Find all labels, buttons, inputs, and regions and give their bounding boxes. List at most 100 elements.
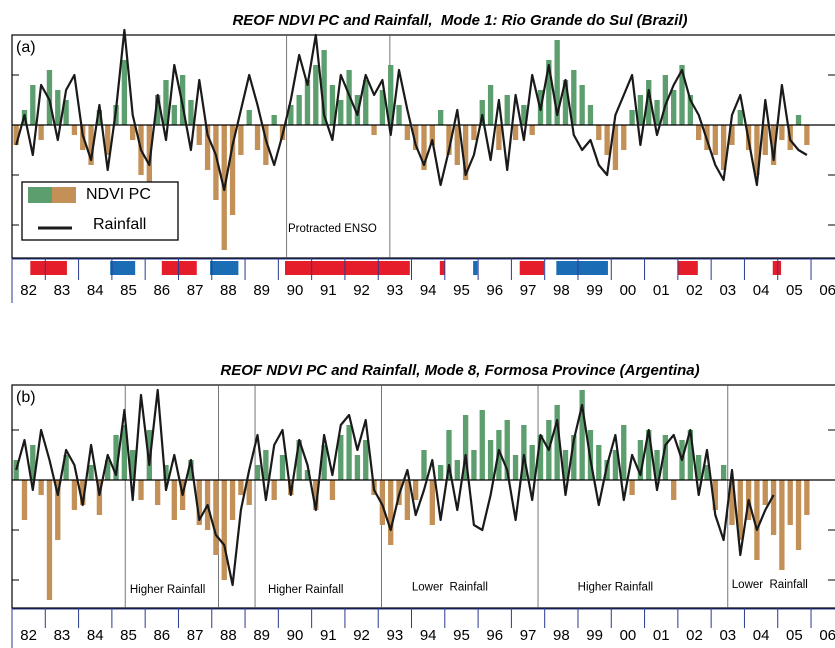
bar [263, 125, 269, 165]
bar [487, 440, 494, 480]
bar [188, 100, 194, 125]
bar [196, 125, 202, 145]
bar [604, 125, 610, 155]
bar [654, 100, 660, 125]
x-tick-label: 00 [620, 627, 637, 644]
bar [679, 65, 685, 125]
bar [13, 125, 19, 145]
bar [537, 435, 544, 480]
bar [521, 425, 527, 480]
bar [712, 480, 718, 510]
bar [696, 125, 702, 140]
x-tick-label: 85 [120, 282, 137, 299]
bar [271, 480, 277, 500]
bar [171, 105, 177, 125]
bar [529, 125, 535, 135]
x-tick-label: 90 [287, 627, 304, 644]
x-tick-label: 84 [87, 627, 104, 644]
x-tick-label: 98 [553, 282, 570, 299]
legend-swatch [28, 187, 52, 203]
annotation: Higher Rainfall [578, 582, 653, 594]
enso-event [30, 261, 67, 275]
bar [304, 470, 311, 480]
bar [504, 95, 510, 125]
bar [46, 70, 53, 125]
bar [579, 390, 585, 480]
bar [313, 65, 319, 125]
bar [263, 450, 269, 480]
bar [346, 425, 352, 480]
bar [437, 110, 444, 125]
x-tick-label: 89 [253, 282, 270, 299]
bar [30, 445, 36, 480]
x-tick-label: 02 [686, 282, 703, 299]
bar [554, 40, 560, 125]
bar [154, 95, 161, 125]
x-tick-label: 99 [586, 282, 603, 299]
enso-event [439, 261, 445, 275]
bar [338, 100, 344, 125]
bar [720, 125, 727, 170]
bar [113, 435, 119, 480]
bar [529, 445, 535, 480]
x-tick-label: 82 [20, 627, 37, 644]
bar [754, 125, 760, 175]
bar [446, 430, 452, 480]
x-tick-label: 84 [87, 282, 104, 299]
x-tick-label: 82 [20, 282, 37, 299]
bar [413, 480, 419, 500]
x-tick-label: 91 [320, 627, 337, 644]
bar [554, 405, 560, 480]
bar [388, 480, 394, 545]
x-tick-label: 87 [187, 627, 204, 644]
bar [479, 410, 485, 480]
bar [55, 480, 61, 540]
bar [146, 125, 152, 185]
bar [579, 85, 585, 125]
bar [388, 65, 394, 125]
x-tick-label: 94 [420, 282, 437, 299]
bar [71, 125, 78, 135]
bar [13, 460, 19, 480]
bar [621, 125, 627, 150]
x-tick-label: 91 [320, 282, 337, 299]
bar [130, 125, 136, 140]
x-tick-label: 00 [620, 282, 637, 299]
bar [795, 115, 802, 125]
bar [779, 125, 785, 140]
bar [404, 125, 411, 140]
x-tick-label: 95 [453, 282, 470, 299]
bar [130, 450, 136, 480]
x-tick-label: 99 [586, 627, 603, 644]
bar [671, 480, 677, 500]
bar [246, 480, 252, 505]
bar [229, 480, 236, 520]
bar [779, 480, 785, 570]
annotation: Lower Rainfall [412, 582, 488, 594]
bar [512, 455, 519, 480]
bar [329, 480, 336, 500]
x-tick-label: 89 [253, 627, 270, 644]
x-tick-label: 88 [220, 627, 237, 644]
x-tick-label: 02 [686, 627, 703, 644]
bar [379, 90, 386, 125]
bar [562, 450, 569, 480]
panel-label: (b) [16, 389, 36, 406]
bar [770, 480, 777, 535]
bar [204, 125, 211, 170]
bar [671, 90, 677, 125]
bar [188, 460, 194, 480]
rainfall-line [15, 388, 775, 587]
bar [662, 435, 669, 480]
x-tick-label: 92 [353, 282, 370, 299]
bar [254, 465, 261, 480]
bar [712, 125, 718, 155]
bar [163, 80, 169, 125]
bar [454, 125, 460, 165]
bar [213, 480, 219, 555]
bar [46, 480, 53, 600]
annotation: Higher Rainfall [268, 584, 343, 596]
bar [38, 125, 44, 140]
